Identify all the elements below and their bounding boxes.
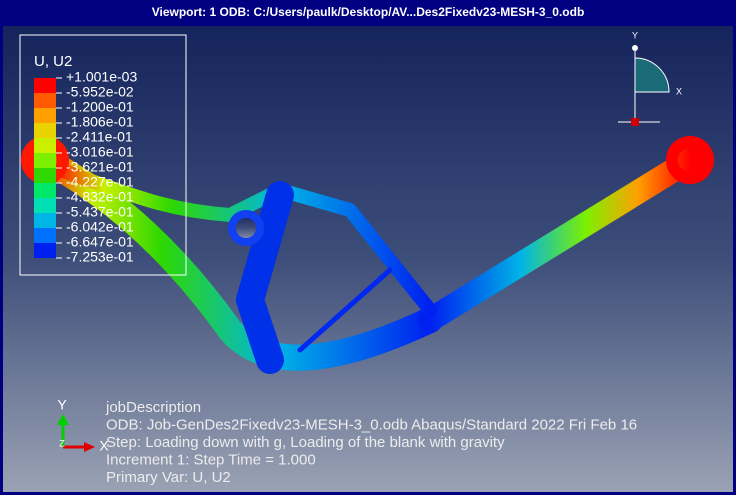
legend-swatch (34, 123, 56, 138)
legend-swatch (34, 198, 56, 213)
legend-label: -1.806e-01 (66, 114, 134, 130)
legend-swatch (34, 138, 56, 153)
legend-label: -6.647e-01 (66, 234, 134, 250)
info-line: Increment 1: Step Time = 1.000 (106, 451, 316, 468)
legend-label: -3.621e-01 (66, 159, 134, 175)
legend-swatch (34, 93, 56, 108)
legend-label: -2.411e-01 (66, 129, 133, 145)
legend-label: -1.200e-01 (66, 99, 134, 115)
axis-z-label: Z (59, 438, 65, 448)
legend-swatch (34, 183, 56, 198)
info-line: Step: Loading down with g, Loading of th… (106, 434, 505, 451)
legend-label: -5.952e-02 (66, 84, 134, 100)
legend-label: -4.832e-01 (66, 189, 134, 205)
info-line: ODB: Job-GenDes2Fixedv23-MESH-3_0.odb Ab… (106, 416, 637, 433)
canvas (3, 26, 733, 492)
legend-swatch (34, 78, 56, 93)
legend-swatch (34, 108, 56, 123)
window-title: Viewport: 1 ODB: C:/Users/paulk/Desktop/… (152, 5, 585, 19)
triad-y-label: Y (632, 30, 638, 40)
legend-box (19, 34, 187, 276)
info-line: Primary Var: U, U2 (106, 469, 231, 486)
axis-triad: Y X Z (57, 397, 109, 454)
legend-title: U, U2 (34, 53, 72, 70)
legend-label: -6.042e-01 (66, 219, 134, 235)
triad-x-label: X (676, 86, 682, 96)
legend-label: -4.227e-01 (66, 174, 134, 190)
view-triad: Y X (618, 30, 682, 126)
legend-label: -5.437e-01 (66, 204, 134, 220)
axis-x-label: X (99, 438, 109, 454)
legend-swatch (34, 168, 56, 183)
legend-swatch (34, 213, 56, 228)
legend-label: -3.016e-01 (66, 144, 134, 160)
legend: +1.001e-03-5.952e-02-1.200e-01-1.806e-01… (34, 69, 137, 265)
legend-swatch (34, 153, 56, 168)
part (21, 136, 714, 374)
legend-label: -7.253e-01 (66, 249, 134, 265)
legend-swatch (34, 228, 56, 243)
legend-swatch (34, 243, 56, 258)
axis-y-label: Y (57, 397, 67, 413)
info-line: jobDescription (105, 399, 201, 416)
legend-label: +1.001e-03 (66, 69, 137, 85)
